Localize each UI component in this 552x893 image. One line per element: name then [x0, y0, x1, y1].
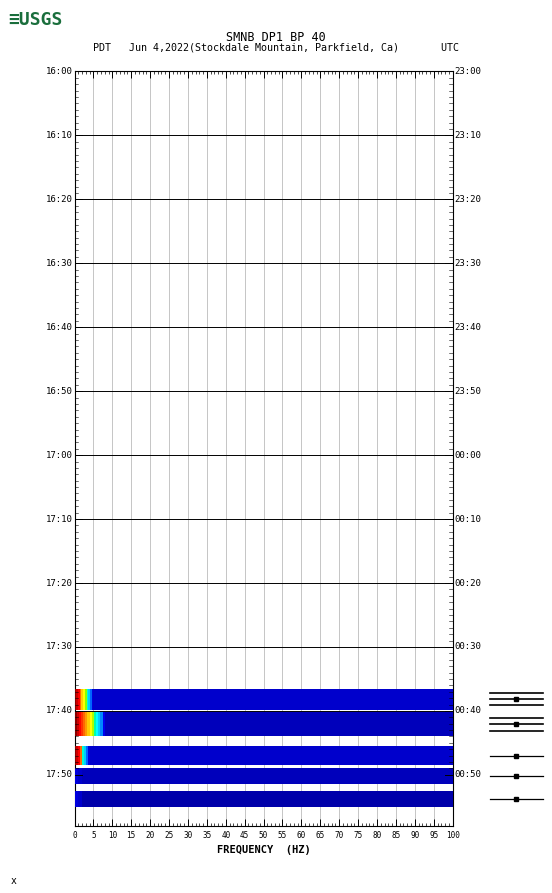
Text: 17:20: 17:20 [46, 579, 73, 588]
Text: x: x [11, 876, 17, 886]
X-axis label: FREQUENCY  (HZ): FREQUENCY (HZ) [217, 846, 310, 855]
Bar [82, 769, 453, 784]
Text: 00:40: 00:40 [454, 706, 481, 715]
Bar [93, 689, 453, 710]
Bar [75, 689, 76, 710]
Text: 17:10: 17:10 [46, 514, 73, 523]
Bar [82, 791, 453, 807]
Text: 16:50: 16:50 [46, 387, 73, 396]
Bar [76, 689, 78, 710]
Text: 00:30: 00:30 [454, 642, 481, 652]
Bar [77, 713, 79, 737]
Bar [81, 713, 83, 737]
Bar [80, 746, 82, 765]
Bar [87, 689, 88, 710]
Text: ≡USGS: ≡USGS [8, 11, 63, 29]
Bar [100, 713, 103, 737]
Text: 17:30: 17:30 [46, 642, 73, 652]
Text: 16:10: 16:10 [46, 131, 73, 140]
Text: 23:20: 23:20 [454, 195, 481, 204]
Text: SMNB DP1 BP 40: SMNB DP1 BP 40 [226, 31, 326, 45]
Bar [98, 713, 100, 737]
Bar [94, 713, 96, 737]
Bar [79, 689, 81, 710]
Text: 23:40: 23:40 [454, 322, 481, 331]
Bar [83, 689, 85, 710]
Text: 17:40: 17:40 [46, 706, 73, 715]
Text: 00:50: 00:50 [454, 771, 481, 780]
Bar [75, 791, 78, 807]
Text: PDT   Jun 4,2022(Stockdale Mountain, Parkfield, Ca)       UTC: PDT Jun 4,2022(Stockdale Mountain, Parkf… [93, 43, 459, 53]
Bar [81, 689, 83, 710]
Text: 23:30: 23:30 [454, 259, 481, 268]
Text: 17:00: 17:00 [46, 451, 73, 460]
Bar [78, 769, 82, 784]
Bar [90, 689, 92, 710]
Text: 00:10: 00:10 [454, 514, 481, 523]
Bar [88, 689, 90, 710]
Text: 16:20: 16:20 [46, 195, 73, 204]
Bar [105, 713, 453, 737]
Text: 16:00: 16:00 [46, 67, 73, 76]
Text: 23:50: 23:50 [454, 387, 481, 396]
Bar [75, 746, 76, 765]
Bar [78, 689, 79, 710]
Bar [82, 746, 84, 765]
Bar [78, 746, 80, 765]
Bar [89, 746, 453, 765]
Bar [84, 746, 86, 765]
Bar [83, 713, 86, 737]
Text: 17:50: 17:50 [46, 771, 73, 780]
Bar [87, 713, 89, 737]
Bar [92, 689, 93, 710]
Text: 16:30: 16:30 [46, 259, 73, 268]
Bar [76, 746, 78, 765]
Bar [78, 791, 82, 807]
Text: 23:10: 23:10 [454, 131, 481, 140]
Bar [88, 746, 89, 765]
Bar [85, 689, 87, 710]
Bar [86, 713, 87, 737]
Bar [86, 746, 88, 765]
Bar [89, 713, 92, 737]
Bar [92, 713, 94, 737]
Text: 00:00: 00:00 [454, 451, 481, 460]
Bar [96, 713, 98, 737]
Bar [103, 713, 105, 737]
Bar [75, 713, 77, 737]
Text: 00:20: 00:20 [454, 579, 481, 588]
Bar [79, 713, 81, 737]
Text: 23:00: 23:00 [454, 67, 481, 76]
Bar [75, 769, 78, 784]
Text: 16:40: 16:40 [46, 322, 73, 331]
